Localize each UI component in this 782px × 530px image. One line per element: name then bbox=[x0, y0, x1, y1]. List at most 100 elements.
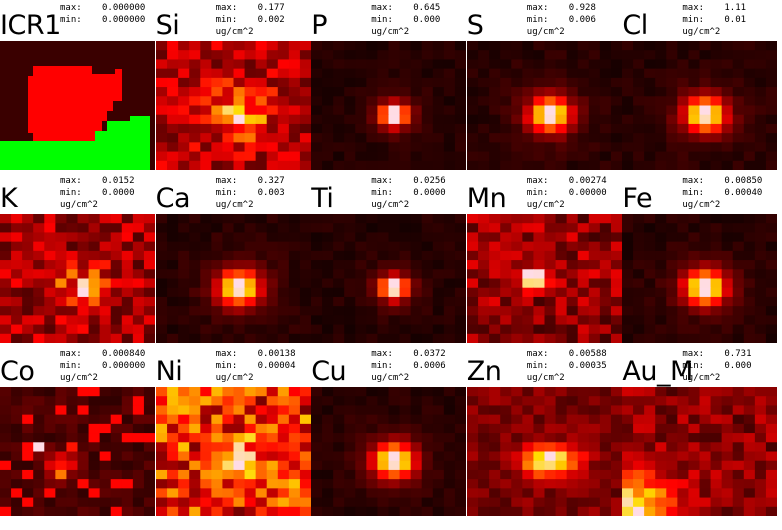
map-pixel bbox=[222, 77, 234, 88]
map-pixel bbox=[599, 87, 612, 97]
map-pixel bbox=[599, 278, 612, 289]
map-pixel bbox=[155, 479, 168, 489]
map-pixel bbox=[266, 442, 278, 453]
map-pixel bbox=[677, 396, 690, 407]
map-pixel bbox=[588, 59, 601, 70]
map-pixel bbox=[344, 333, 357, 343]
map-pixel bbox=[222, 160, 234, 170]
map-pixel bbox=[155, 260, 168, 270]
map-pixel bbox=[744, 68, 756, 79]
map-pixel bbox=[255, 96, 267, 107]
map-pixel bbox=[288, 423, 301, 434]
map-pixel bbox=[622, 59, 635, 70]
map-pixel bbox=[299, 488, 311, 499]
map-pixel bbox=[666, 142, 679, 153]
map-pixel bbox=[588, 405, 601, 416]
map-pixel bbox=[244, 269, 256, 280]
map-pixel bbox=[599, 50, 612, 61]
map-pixel bbox=[222, 324, 234, 335]
map-pixel bbox=[566, 506, 579, 516]
map-pixel bbox=[488, 50, 501, 61]
map-pixel bbox=[488, 269, 501, 280]
map-pixel bbox=[199, 223, 212, 234]
unit-label: ug/cm^2 bbox=[215, 27, 254, 37]
map-pixel bbox=[544, 278, 556, 289]
map-pixel bbox=[222, 214, 234, 224]
element-map bbox=[622, 41, 778, 170]
map-pixel bbox=[488, 68, 501, 79]
map-pixel bbox=[444, 260, 456, 270]
map-pixel bbox=[644, 433, 657, 443]
map-pixel bbox=[421, 506, 434, 516]
map-pixel bbox=[588, 214, 601, 224]
map-pixel bbox=[388, 68, 401, 79]
map-pixel bbox=[266, 287, 278, 298]
map-pixel bbox=[344, 223, 357, 234]
map-pixel bbox=[88, 315, 101, 326]
map-pixel bbox=[244, 324, 256, 335]
map-pixel bbox=[455, 223, 467, 234]
map-pixel bbox=[744, 114, 756, 125]
map-pixel bbox=[755, 68, 767, 79]
map-pixel bbox=[677, 414, 690, 425]
map-pixel bbox=[666, 324, 679, 335]
map-pixel bbox=[110, 333, 123, 343]
map-pixel bbox=[44, 260, 56, 270]
map-pixel bbox=[455, 59, 467, 70]
map-pixel bbox=[344, 151, 357, 162]
map-pixel bbox=[722, 315, 734, 326]
map-pixel bbox=[432, 114, 445, 125]
map-pixel bbox=[388, 506, 401, 516]
map-pixel bbox=[188, 77, 201, 88]
map-pixel bbox=[622, 41, 635, 51]
map-pixel bbox=[132, 442, 145, 453]
map-pixel bbox=[132, 479, 145, 489]
map-pixel bbox=[377, 387, 390, 397]
map-pixel bbox=[333, 333, 345, 343]
element-panel: Si max: 0.177 min: 0.002 ug/cm^2 bbox=[155, 2, 311, 175]
map-pixel bbox=[388, 77, 401, 88]
min-row-key: min: bbox=[215, 15, 238, 25]
map-pixel bbox=[244, 160, 256, 170]
map-pixel bbox=[155, 460, 168, 471]
map-pixel bbox=[210, 50, 223, 61]
map-pixel bbox=[399, 278, 412, 289]
map-pixel bbox=[388, 269, 401, 280]
map-pixel bbox=[244, 460, 256, 471]
map-pixel bbox=[544, 324, 556, 335]
map-pixel bbox=[722, 333, 734, 343]
map-pixel bbox=[277, 333, 290, 343]
map-pixel bbox=[677, 324, 690, 335]
map-pixel bbox=[710, 96, 723, 107]
map-pixel bbox=[511, 232, 523, 243]
map-pixel bbox=[755, 250, 767, 261]
map-pixel bbox=[143, 315, 155, 326]
map-pixel bbox=[533, 497, 545, 508]
map-pixel bbox=[388, 260, 401, 270]
map-pixel bbox=[132, 433, 145, 443]
map-pixel bbox=[633, 96, 646, 107]
map-pixel bbox=[255, 160, 267, 170]
map-pixel bbox=[766, 460, 778, 471]
map-pixel bbox=[766, 96, 778, 107]
map-pixel bbox=[322, 396, 334, 407]
map-pixel bbox=[599, 260, 612, 270]
map-pixel bbox=[199, 387, 212, 397]
map-pixel bbox=[644, 160, 657, 170]
map-pixel bbox=[644, 405, 657, 416]
map-pixel bbox=[655, 77, 668, 88]
map-pixel bbox=[199, 451, 212, 462]
map-pixel bbox=[99, 460, 112, 471]
map-pixel bbox=[288, 241, 301, 252]
map-pixel bbox=[322, 41, 334, 51]
map-pixel bbox=[210, 96, 223, 107]
map-pixel bbox=[522, 123, 534, 134]
map-pixel bbox=[188, 59, 201, 70]
map-pixel bbox=[399, 214, 412, 224]
map-pixel bbox=[655, 123, 668, 134]
map-pixel bbox=[533, 433, 545, 443]
map-pixel bbox=[500, 460, 512, 471]
map-pixel bbox=[710, 488, 723, 499]
map-pixel bbox=[132, 414, 145, 425]
map-pixel bbox=[143, 479, 155, 489]
